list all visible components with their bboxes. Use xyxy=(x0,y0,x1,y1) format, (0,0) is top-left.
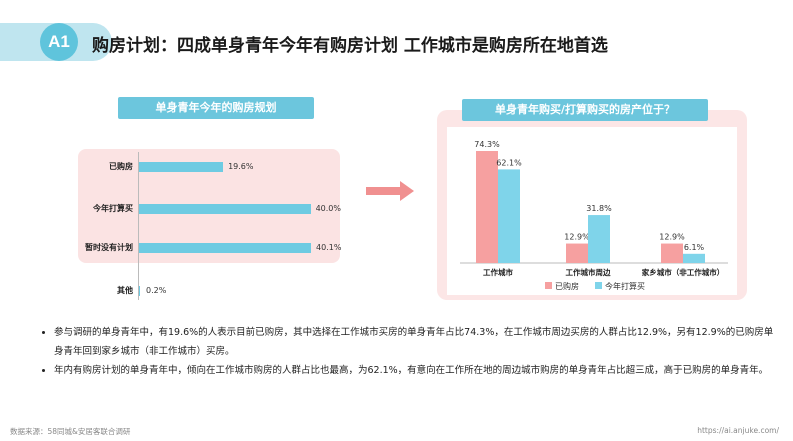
left-category-label: 今年打算买 xyxy=(93,204,133,213)
left-chart-axis xyxy=(138,152,139,300)
arrow-head-icon xyxy=(400,181,414,201)
bullet-item: 参与调研的单身青年中，有19.6%的人表示目前已购房，其中选择在工作城市买房的单… xyxy=(54,323,774,361)
legend-swatch xyxy=(595,282,602,289)
right-category-label: 工作城市 xyxy=(483,267,513,277)
right-bar xyxy=(683,253,705,263)
left-bar xyxy=(139,243,311,253)
section-badge: A1 xyxy=(40,23,78,61)
right-chart-title: 单身青年购买/打算购买的房产位于？ xyxy=(462,99,708,121)
right-bar-value: 12.9% xyxy=(564,233,590,242)
left-chart-title: 单身青年今年的购房规划 xyxy=(118,97,314,119)
right-category-label: 家乡城市（非工作城市） xyxy=(642,267,725,277)
right-bar-value: 6.1% xyxy=(684,243,705,252)
page-title: 购房计划：四成单身青年今年有购房计划 工作城市是购房所在地首选 xyxy=(92,36,608,56)
right-bar xyxy=(588,215,610,263)
left-bar-value: 19.6% xyxy=(228,162,254,171)
arrow-right-icon xyxy=(366,187,400,195)
right-bar xyxy=(566,243,588,263)
left-category-label: 其他 xyxy=(117,286,133,295)
left-bar-value: 40.1% xyxy=(316,243,342,252)
left-category-label: 已购房 xyxy=(109,162,133,171)
left-bar xyxy=(139,286,140,296)
source-note: 数据来源：58同城&安居客联合调研 xyxy=(10,427,131,436)
legend-label: 已购房 xyxy=(555,281,579,291)
right-bar xyxy=(476,151,498,263)
bullet-list: 参与调研的单身青年中，有19.6%的人表示目前已购房，其中选择在工作城市买房的单… xyxy=(36,323,774,380)
left-bar xyxy=(139,204,311,214)
source-url: https://ai.anjuke.com/ xyxy=(697,426,779,435)
left-bar-value: 40.0% xyxy=(315,204,341,213)
legend-swatch xyxy=(545,282,552,289)
right-bar xyxy=(498,169,520,263)
right-bar-value: 62.1% xyxy=(496,158,522,167)
left-bar-value: 0.2% xyxy=(146,286,167,295)
left-bar xyxy=(139,162,224,172)
right-bar-value: 31.8% xyxy=(586,204,612,213)
left-category-label: 暂时没有计划 xyxy=(85,243,133,252)
right-bar-value: 74.3% xyxy=(474,140,500,149)
right-bar xyxy=(661,243,683,263)
bullet-item: 年内有购房计划的单身青年中，倾向在工作城市购房的人群占比也最高，为62.1%，有… xyxy=(54,361,774,380)
legend-label: 今年打算买 xyxy=(605,281,645,291)
right-bar-value: 12.9% xyxy=(659,233,685,242)
right-category-label: 工作城市周边 xyxy=(566,267,611,277)
